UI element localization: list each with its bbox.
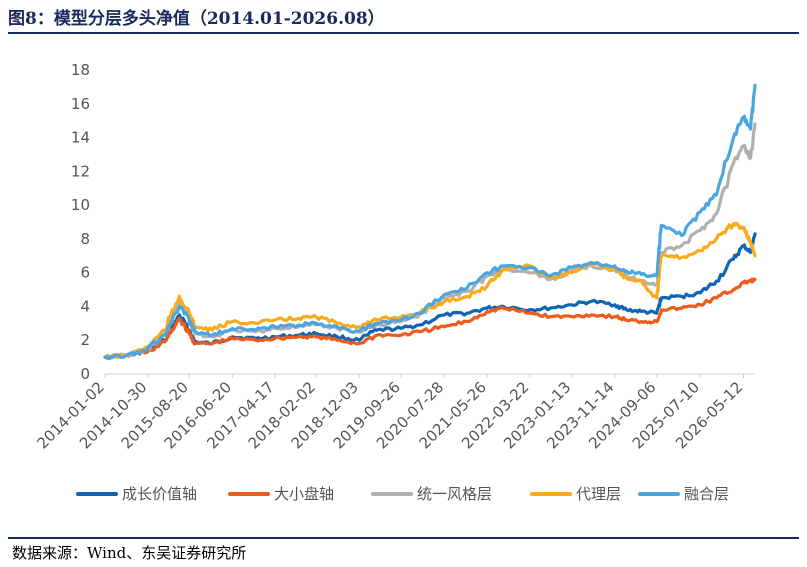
source-rule [8, 537, 799, 539]
series-line-2 [103, 277, 757, 360]
source-note: 数据来源：Wind、东吴证券研究所 [12, 544, 247, 562]
legend-label-4: 代理层 [576, 485, 621, 503]
y-tick-label: 8 [80, 230, 90, 248]
y-tick-label: 10 [71, 196, 90, 214]
y-tick-label: 14 [71, 129, 90, 147]
y-tick-label: 6 [80, 264, 90, 282]
legend-label-1: 成长价值轴 [122, 485, 197, 503]
series-line-4 [103, 221, 757, 359]
title-rule [8, 32, 799, 34]
y-tick-label: 0 [80, 365, 90, 383]
chart-title: 图8：模型分层多头净值（2014.01-2026.08） [8, 9, 385, 29]
series-line-5 [103, 83, 757, 360]
y-tick-label: 16 [71, 95, 90, 113]
y-tick-label: 18 [71, 61, 90, 79]
y-tick-label: 4 [80, 297, 90, 315]
legend-label-2: 大小盘轴 [274, 485, 334, 503]
legend-label-5: 融合层 [684, 485, 729, 503]
legend-label-3: 统一风格层 [417, 485, 492, 503]
y-tick-label: 12 [71, 162, 90, 180]
y-tick-label: 2 [80, 331, 90, 349]
